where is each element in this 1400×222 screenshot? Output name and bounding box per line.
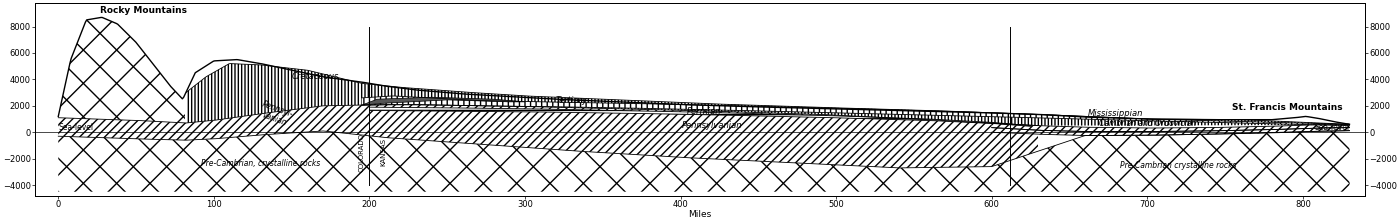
Text: Mississippian: Mississippian [1088,109,1144,118]
Text: KANSAS: KANSAS [381,138,386,166]
Polygon shape [361,97,525,105]
Text: Pennsyl-
vanian: Pennsyl- vanian [258,100,294,129]
Polygon shape [59,131,1350,192]
Text: Cambrian and Ordovician: Cambrian and Ordovician [1099,119,1196,127]
Polygon shape [59,18,1350,192]
Text: St. Francis Mountains: St. Francis Mountains [1232,103,1343,112]
Text: COLORADO: COLORADO [358,133,365,172]
Polygon shape [991,128,1350,136]
Polygon shape [361,96,1350,126]
Polygon shape [186,63,1350,126]
Text: Rocky Mountains: Rocky Mountains [101,6,188,15]
Polygon shape [370,107,1030,126]
Text: Sea-level: Sea-level [1315,123,1350,132]
X-axis label: Miles: Miles [689,210,711,219]
Text: Tertiary: Tertiary [556,96,588,105]
Text: Pre Cambrian crystalline rocks: Pre Cambrian crystalline rocks [1120,161,1236,170]
Polygon shape [59,18,185,140]
Polygon shape [59,105,1037,168]
Text: Sea-level: Sea-level [59,123,94,132]
Text: Permian: Permian [686,107,721,116]
Text: Cretaceous: Cretaceous [291,72,339,81]
Text: Pre-Cambrian, crystalline rocks: Pre-Cambrian, crystalline rocks [200,159,321,168]
Polygon shape [991,123,1350,132]
Text: Pennsylvanian: Pennsylvanian [682,121,742,130]
Polygon shape [993,123,1350,136]
